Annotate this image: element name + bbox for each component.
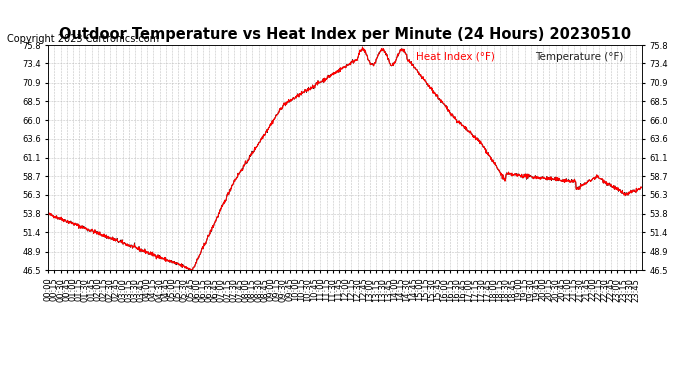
Title: Outdoor Temperature vs Heat Index per Minute (24 Hours) 20230510: Outdoor Temperature vs Heat Index per Mi… <box>59 27 631 42</box>
Text: Temperature (°F): Temperature (°F) <box>535 52 623 62</box>
Text: Copyright 2023 Cartronics.com: Copyright 2023 Cartronics.com <box>7 34 159 44</box>
Text: Heat Index (°F): Heat Index (°F) <box>416 52 495 62</box>
